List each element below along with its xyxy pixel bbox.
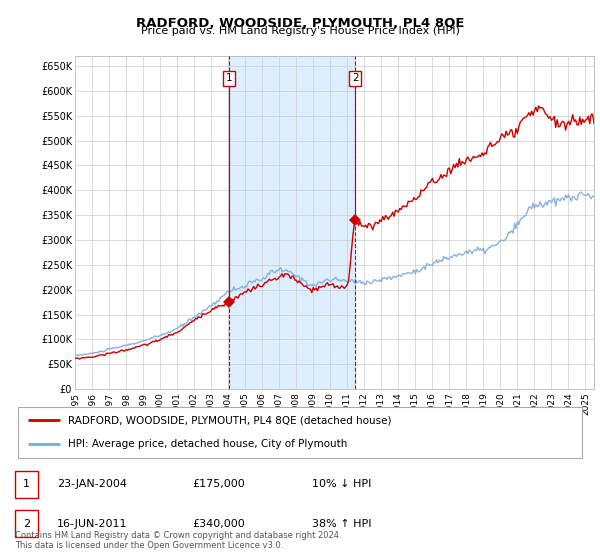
Text: £340,000: £340,000 xyxy=(192,519,245,529)
Text: HPI: Average price, detached house, City of Plymouth: HPI: Average price, detached house, City… xyxy=(68,440,347,450)
Text: 38% ↑ HPI: 38% ↑ HPI xyxy=(312,519,371,529)
Text: 10% ↓ HPI: 10% ↓ HPI xyxy=(312,479,371,489)
Text: £175,000: £175,000 xyxy=(192,479,245,489)
Bar xyxy=(229,56,355,389)
Text: Price paid vs. HM Land Registry's House Price Index (HPI): Price paid vs. HM Land Registry's House … xyxy=(140,26,460,36)
Text: 23-JAN-2004: 23-JAN-2004 xyxy=(57,479,127,489)
FancyBboxPatch shape xyxy=(18,407,582,458)
Text: 1: 1 xyxy=(226,73,233,83)
Text: 1: 1 xyxy=(23,479,30,489)
Text: RADFORD, WOODSIDE, PLYMOUTH, PL4 8QE: RADFORD, WOODSIDE, PLYMOUTH, PL4 8QE xyxy=(136,17,464,30)
Text: 2: 2 xyxy=(23,519,30,529)
Text: 16-JUN-2011: 16-JUN-2011 xyxy=(57,519,128,529)
Text: 2: 2 xyxy=(352,73,358,83)
Text: Contains HM Land Registry data © Crown copyright and database right 2024.
This d: Contains HM Land Registry data © Crown c… xyxy=(15,530,341,550)
Text: RADFORD, WOODSIDE, PLYMOUTH, PL4 8QE (detached house): RADFORD, WOODSIDE, PLYMOUTH, PL4 8QE (de… xyxy=(68,415,391,425)
